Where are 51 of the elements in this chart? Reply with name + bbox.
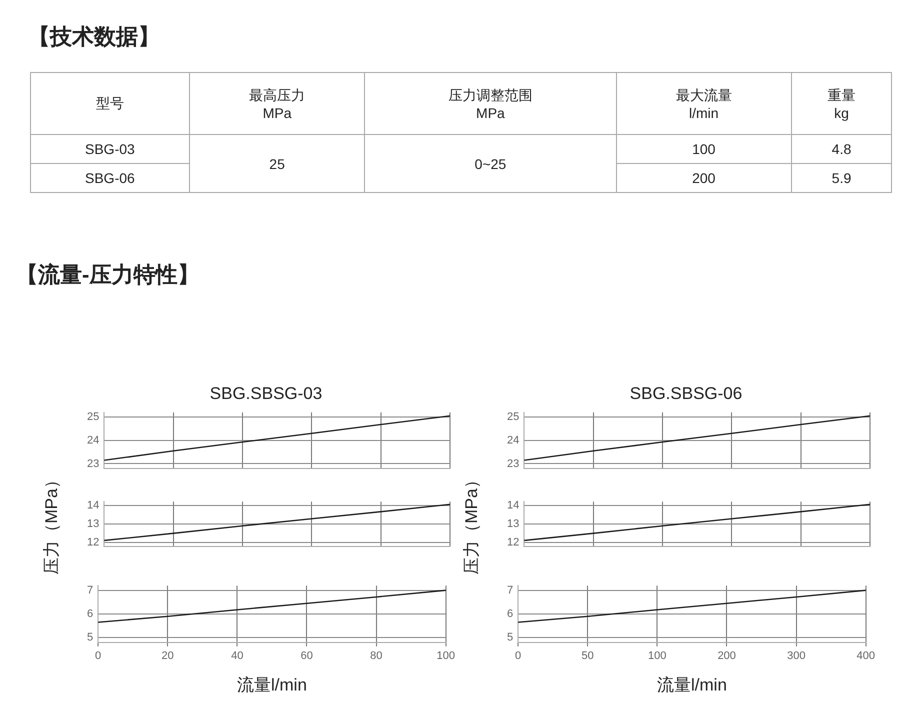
y-tick-label: 6 bbox=[86, 608, 94, 620]
text: SBG-06 bbox=[30, 164, 190, 192]
x-tick-label: 50 bbox=[582, 650, 594, 662]
x-tick-label: 400 bbox=[856, 650, 876, 662]
x-axis-title: 流量l/min bbox=[657, 675, 727, 694]
y-tick-label: 5 bbox=[506, 632, 514, 644]
text: 0~25 bbox=[364, 134, 616, 192]
x-tick-label: 40 bbox=[231, 650, 244, 662]
y-tick-label: 23 bbox=[86, 458, 100, 470]
text: 5.9 bbox=[792, 164, 892, 192]
x-tick-label: 20 bbox=[162, 650, 174, 662]
x-tick-label: 100 bbox=[648, 650, 666, 662]
y-tick-label: 13 bbox=[86, 518, 100, 530]
text: 最大流量 l/min bbox=[616, 72, 792, 134]
y-tick-label: 7 bbox=[86, 584, 94, 596]
y-tick-label: 14 bbox=[86, 499, 100, 512]
y-tick-label: 23 bbox=[506, 458, 520, 470]
text: 100 bbox=[616, 134, 792, 164]
y-tick-label: 13 bbox=[506, 518, 520, 530]
y-tick-label: 6 bbox=[506, 608, 514, 620]
x-tick-label: 60 bbox=[300, 650, 313, 662]
x-tick-label: 0 bbox=[515, 650, 522, 662]
text: 4.8 bbox=[792, 134, 892, 164]
text: 重量 kg bbox=[792, 72, 892, 134]
text: 型号 bbox=[30, 72, 190, 134]
text: 【技术数据】 bbox=[28, 23, 161, 51]
text: 最高压力 MPa bbox=[189, 72, 365, 134]
text: 压力调整范围 MPa bbox=[364, 72, 616, 134]
chart-title: SBG.SBSG-06 bbox=[630, 384, 742, 403]
text: 【流量-压力特性】 bbox=[16, 261, 200, 289]
chart-title: SBG.SBSG-03 bbox=[210, 384, 322, 403]
x-tick-label: 200 bbox=[718, 650, 736, 662]
x-tick-label: 300 bbox=[787, 650, 806, 662]
y-tick-label: 24 bbox=[506, 434, 520, 446]
y-tick-label: 14 bbox=[506, 499, 520, 512]
x-tick-label: 0 bbox=[95, 650, 102, 662]
y-tick-label: 25 bbox=[506, 411, 520, 424]
y-tick-label: 7 bbox=[506, 584, 514, 596]
x-tick-label: 100 bbox=[436, 650, 456, 662]
y-tick-label: 25 bbox=[86, 411, 100, 424]
y-tick-label: 12 bbox=[86, 536, 100, 549]
y-tick-label: 12 bbox=[506, 536, 520, 549]
text: 25 bbox=[189, 134, 365, 192]
x-tick-label: 80 bbox=[370, 650, 382, 662]
y-axis-title: 压力（MPa） bbox=[41, 470, 62, 576]
x-axis-title: 流量l/min bbox=[237, 675, 307, 694]
y-axis-title: 压力（MPa） bbox=[461, 470, 482, 576]
y-tick-label: 5 bbox=[86, 632, 94, 644]
y-tick-label: 24 bbox=[86, 434, 100, 446]
text: SBG-03 bbox=[30, 134, 190, 164]
text: 200 bbox=[616, 164, 792, 192]
